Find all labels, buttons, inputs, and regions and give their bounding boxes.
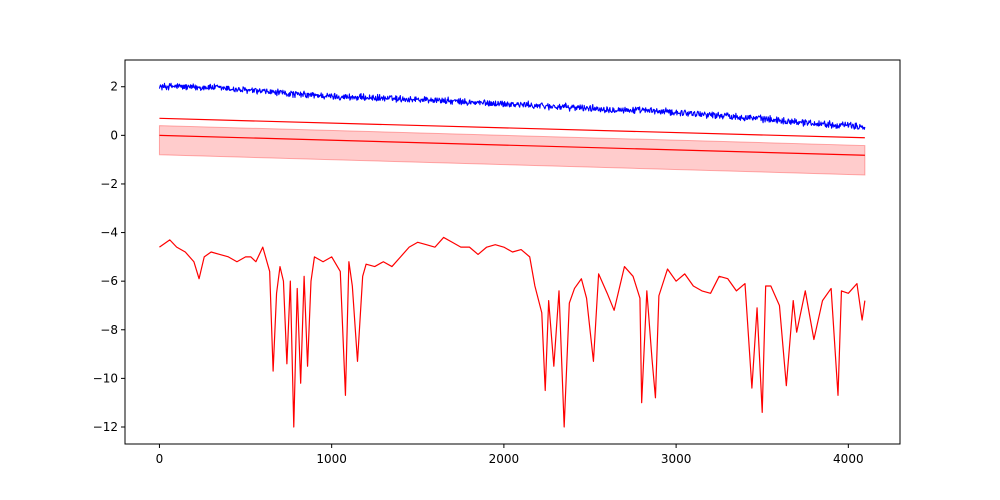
x-tick-label: 3000 bbox=[661, 452, 692, 466]
x-axis: 0 1000 2000 3000 4000 bbox=[156, 444, 864, 466]
x-tick-label: 0 bbox=[156, 452, 164, 466]
confidence-band bbox=[158, 125, 866, 176]
y-tick-label: 0 bbox=[110, 128, 118, 142]
x-tick-label: 1000 bbox=[316, 452, 347, 466]
series-line-3 bbox=[159, 134, 865, 156]
y-tick-label: −12 bbox=[93, 420, 118, 434]
y-tick-label: −6 bbox=[100, 274, 118, 288]
y-tick-label: −8 bbox=[100, 323, 118, 337]
plot-area bbox=[158, 82, 866, 428]
axes-frame bbox=[124, 59, 901, 445]
series-line-4 bbox=[159, 236, 866, 428]
y-tick-label: −2 bbox=[100, 177, 118, 191]
x-tick-label: 2000 bbox=[489, 452, 520, 466]
y-tick-label: 2 bbox=[110, 80, 118, 94]
y-axis: 2 0 −2 −4 −6 −8 −10 −12 bbox=[93, 80, 125, 434]
x-tick-label: 4000 bbox=[833, 452, 864, 466]
y-tick-label: −10 bbox=[93, 371, 118, 385]
y-tick-label: −4 bbox=[100, 226, 118, 240]
series-line-2 bbox=[159, 117, 865, 139]
series-line-1 bbox=[158, 82, 866, 130]
